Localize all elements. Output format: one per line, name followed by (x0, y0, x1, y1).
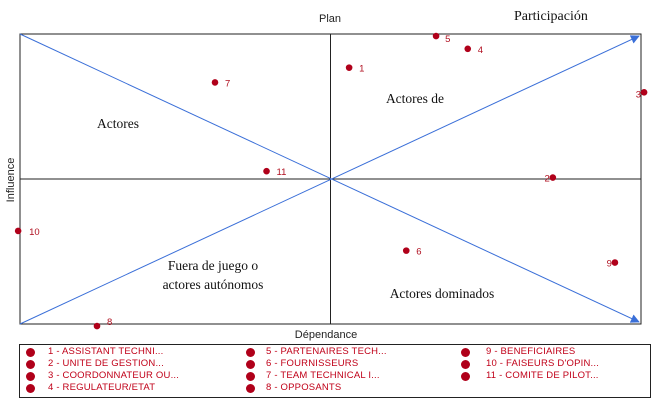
plot-area: Actores Actores de Fuera de juego o actores… (14, 32, 648, 330)
point-label: 8 (107, 317, 112, 328)
legend-entry: 3 - COORDONNATEUR OU... (48, 370, 180, 381)
legend-entry: 10 - FAISEURS D'OPIN... (486, 358, 600, 369)
data-point (464, 45, 472, 53)
data-point (402, 247, 410, 254)
point-label: 11 (277, 167, 287, 178)
point-label: 6 (416, 247, 421, 258)
data-point (14, 227, 22, 235)
data-point (93, 322, 101, 330)
legend-marker (26, 384, 35, 393)
point-label: 5 (445, 34, 450, 45)
data-point (211, 79, 219, 86)
data-point (263, 167, 270, 175)
data-point (345, 64, 353, 71)
legend-entry: 5 - PARTENAIRES TECH... (266, 346, 387, 357)
y-axis-label: Influence (5, 158, 17, 203)
legend-entry: 1 - ASSISTANT TECHNI... (48, 346, 164, 357)
legend-marker (461, 348, 470, 357)
scatter-chart: Plan Participación Actores Actores de Fuer… (5, 9, 648, 341)
point-label: 10 (29, 227, 40, 238)
quadrant-label: Actores dominados (390, 286, 495, 301)
data-point (640, 88, 648, 96)
data-point (549, 174, 557, 181)
legend-entry: 6 - FOURNISSEURS (266, 358, 359, 369)
data-point (432, 32, 440, 40)
x-axis-label: Dépendance (295, 329, 357, 341)
chart-title: Plan (319, 13, 341, 25)
point-label: 1 (359, 64, 364, 75)
point-label: 4 (478, 45, 483, 56)
quadrant-label: actores autónomos (163, 277, 264, 292)
legend-marker (26, 372, 35, 381)
point-label: 3 (636, 89, 641, 100)
legend-marker (246, 360, 255, 369)
corner-title: Participación (514, 9, 588, 24)
legend-entry: 4 - REGULATEUR/ETAT (48, 382, 156, 393)
legend-marker (246, 348, 255, 357)
legend-entry: 7 - TEAM TECHNICAL I... (266, 370, 380, 381)
chart-legend: 1 - ASSISTANT TECHNI... 2 - UNITE DE GEST… (19, 344, 651, 398)
point-label: 9 (607, 259, 612, 270)
point-label: 7 (225, 78, 230, 89)
legend-marker (246, 384, 255, 393)
legend-entry: 8 - OPPOSANTS (266, 382, 342, 393)
point-label: 2 (545, 174, 550, 185)
quadrant-label: Fuera de juego o (168, 258, 259, 273)
legend-entry: 11 - COMITE DE PILOT... (486, 370, 599, 381)
legend-marker (246, 372, 255, 381)
data-point (611, 259, 619, 266)
legend-marker (461, 360, 470, 369)
diagonal-arrow-up (19, 35, 640, 325)
legend-entry: 9 - BENEFICIAIRES (486, 346, 576, 357)
diagonal-arrow-down (19, 33, 640, 323)
quadrant-label: Actores (97, 116, 139, 131)
legend-marker (26, 360, 35, 369)
legend-marker (461, 372, 470, 381)
quadrant-label: Actores de (386, 91, 444, 106)
legend-marker (26, 348, 35, 357)
legend-entry: 2 - UNITE DE GESTION... (48, 358, 164, 369)
